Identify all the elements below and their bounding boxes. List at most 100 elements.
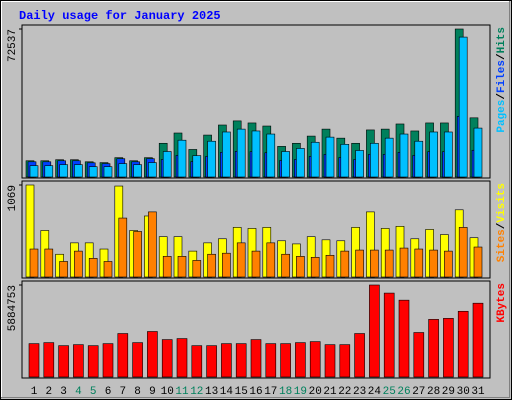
bar [340, 250, 350, 278]
bar [457, 310, 469, 378]
bar [473, 246, 483, 278]
bar [88, 166, 98, 178]
bar [102, 343, 114, 378]
bar [443, 318, 454, 378]
x-tick-label: 6 [105, 386, 112, 398]
x-tick-label: 30 [457, 386, 470, 398]
x-tick-label: 13 [205, 386, 218, 398]
x-tick-label: 27 [412, 386, 425, 398]
bar [162, 256, 172, 278]
bar [177, 256, 187, 278]
bar [370, 142, 379, 178]
x-tick-label: 3 [60, 386, 67, 398]
bar [399, 247, 409, 278]
bar [251, 250, 261, 278]
x-tick-label: 16 [249, 386, 262, 398]
y-tick-label: 5884753 [7, 285, 19, 331]
x-tick-label: 22 [338, 386, 351, 398]
bar [444, 131, 453, 178]
bar [177, 139, 187, 178]
bar [206, 345, 217, 378]
bar [176, 338, 188, 378]
x-tick-label: 24 [368, 386, 382, 398]
x-tick-label: 2 [45, 386, 52, 398]
legend-separator: / [496, 53, 508, 60]
x-tick-label: 28 [427, 386, 440, 398]
bar [473, 127, 483, 178]
legend-entry: Hits [496, 27, 508, 53]
legend-separator: / [496, 222, 508, 229]
x-tick-label: 19 [294, 386, 307, 398]
bar [310, 256, 320, 278]
y-tick-label: 1069 [7, 185, 19, 211]
x-tick-label: 11 [175, 386, 189, 398]
bar [103, 166, 113, 178]
legend: Pages/Files/Hits [496, 27, 508, 133]
bar [354, 333, 365, 378]
bar [444, 250, 453, 278]
bar [413, 332, 425, 378]
bar [281, 151, 290, 178]
bar [191, 345, 203, 378]
bar [384, 249, 394, 278]
x-tick-label: 31 [471, 386, 485, 398]
bar [309, 341, 321, 378]
x-tick-label: 25 [383, 386, 396, 398]
bar [222, 131, 231, 178]
bar [87, 345, 99, 378]
x-tick-label: 4 [75, 386, 82, 398]
bar [88, 258, 98, 278]
bar [310, 141, 320, 178]
bar [117, 333, 129, 378]
x-tick-label: 7 [119, 386, 126, 398]
x-tick-label: 12 [190, 386, 203, 398]
x-tick-label: 23 [353, 386, 366, 398]
bar [162, 151, 172, 178]
bar [221, 343, 232, 378]
bar [339, 344, 351, 378]
bar [325, 254, 335, 278]
legend-entry: Sites [496, 229, 508, 262]
bar [429, 131, 438, 178]
x-tick-label: 10 [161, 386, 174, 398]
bar [458, 227, 468, 278]
bar [133, 164, 142, 178]
bar [398, 299, 410, 378]
bar [250, 339, 262, 378]
bar [235, 343, 247, 378]
bar [295, 342, 306, 378]
bar [428, 319, 439, 378]
bar [281, 253, 290, 278]
bar [103, 261, 113, 278]
bar [29, 165, 39, 178]
bar [324, 344, 336, 378]
chart-title: Daily usage for January 2025 [19, 9, 221, 23]
x-tick-label: 20 [309, 386, 322, 398]
x-tick-label: 1 [31, 386, 38, 398]
bar [266, 242, 276, 278]
bar [414, 248, 424, 278]
y-tick-label: 72537 [7, 29, 19, 62]
bar [207, 253, 216, 278]
bar [192, 155, 202, 178]
bar [73, 344, 84, 378]
legend-entry: Pages [496, 100, 508, 133]
bar [133, 231, 142, 278]
bar [43, 342, 55, 378]
bar [207, 140, 216, 178]
bar [44, 165, 54, 178]
bar [383, 292, 395, 378]
bar [429, 249, 438, 278]
x-tick-label: 5 [90, 386, 97, 398]
bar [59, 164, 68, 178]
x-tick-label: 15 [235, 386, 248, 398]
legend: KBytes [496, 283, 508, 323]
x-tick-label: 21 [323, 386, 337, 398]
x-tick-label: 8 [134, 386, 141, 398]
bar [161, 339, 173, 378]
bar [325, 136, 335, 178]
bar [296, 148, 305, 178]
bar [355, 150, 364, 178]
x-tick-label: 17 [264, 386, 277, 398]
bar [44, 248, 54, 278]
